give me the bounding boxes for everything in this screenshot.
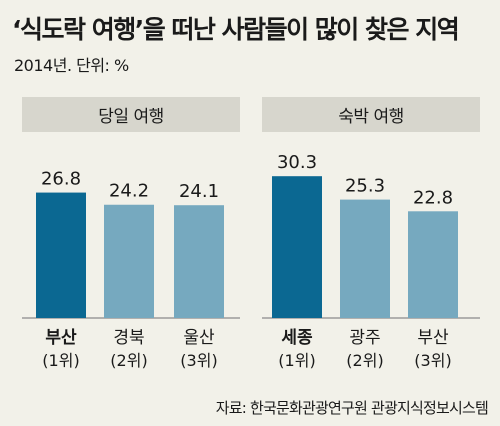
bar xyxy=(174,205,224,318)
category-label: 경북 xyxy=(113,328,144,348)
chart-title: ‘식도락 여행’을 떠난 사람들이 많이 찾은 지역 xyxy=(12,15,460,44)
category-label: 부산 xyxy=(417,328,449,348)
bar xyxy=(104,204,154,318)
data-label: 26.8 xyxy=(41,169,81,190)
chart-subtitle: 2014년. 단위: % xyxy=(14,56,129,75)
group-header-day-trip: 당일 여행 xyxy=(22,97,240,132)
bar xyxy=(340,199,390,318)
bar xyxy=(272,176,322,318)
rank-label: (2위) xyxy=(110,351,147,370)
rank-label: (1위) xyxy=(278,351,315,370)
data-label: 24.1 xyxy=(179,181,219,202)
rank-label: (3위) xyxy=(180,351,217,370)
category-label: 세종 xyxy=(281,328,313,348)
category-label: 광주 xyxy=(349,328,380,348)
rank-label: (2위) xyxy=(346,351,383,370)
bar xyxy=(408,211,458,318)
category-label: 울산 xyxy=(183,328,215,348)
rank-label: (1위) xyxy=(42,351,79,370)
source-note: 자료: 한국문화관광연구원 관광지식정보시스템 xyxy=(215,399,489,417)
bar xyxy=(36,192,86,318)
data-label: 30.3 xyxy=(277,152,317,173)
data-label: 22.8 xyxy=(413,187,453,208)
data-label: 24.2 xyxy=(109,181,149,202)
data-label: 25.3 xyxy=(345,176,385,197)
rank-label: (3위) xyxy=(414,351,451,370)
group-header-overnight-trip: 숙박 여행 xyxy=(262,97,480,132)
category-label: 부산 xyxy=(45,328,77,348)
